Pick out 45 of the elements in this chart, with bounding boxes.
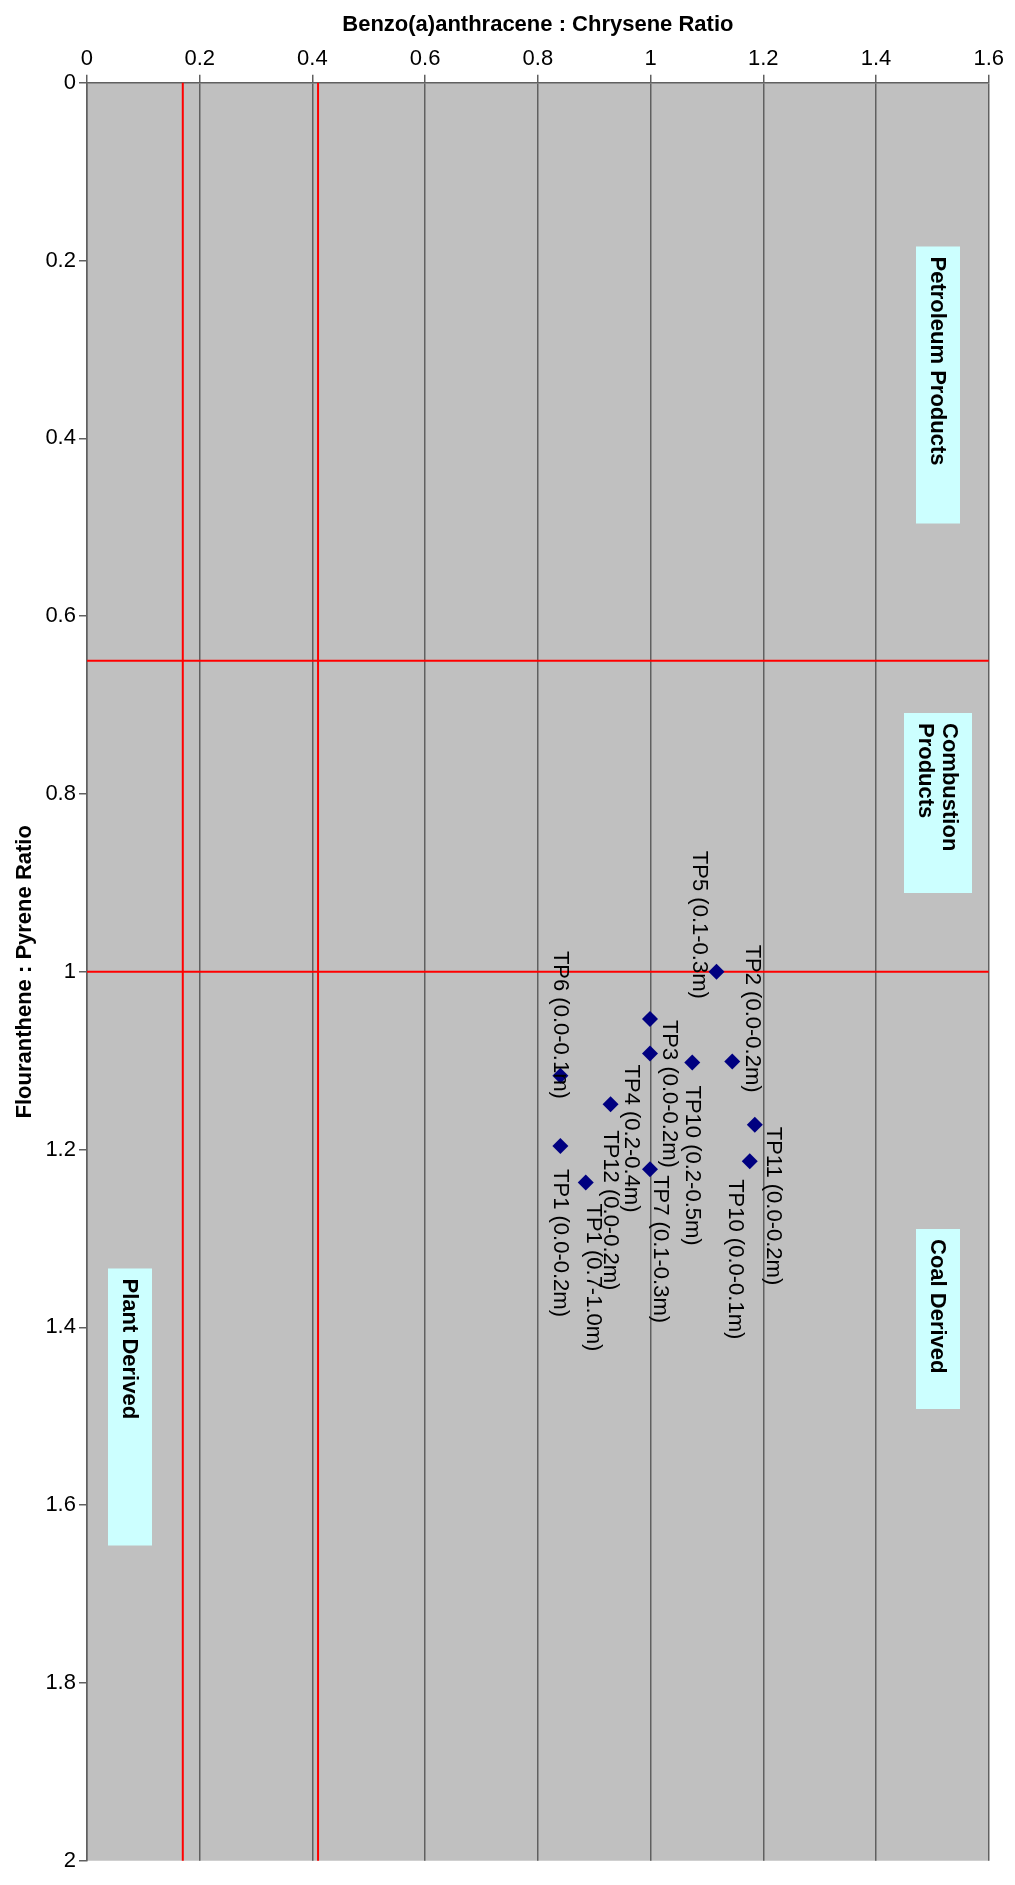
y-tick-label: 1.2 [45, 1135, 76, 1161]
y-axis-title: Flouranthene : Pyrene Ratio [11, 825, 37, 1119]
x-tick-label: 1.2 [747, 44, 779, 70]
x-tick-label: 0 [80, 44, 94, 70]
annotation: TP7 (0.1-0.3m) [648, 1175, 674, 1324]
point [741, 1153, 758, 1170]
x-tick-label: 0.8 [522, 44, 554, 70]
annotation: TP1 (0.0-0.2m) [549, 1169, 575, 1317]
annotation: TP10 (0.2-0.5m) [681, 1085, 707, 1246]
x-axis-title: Benzo(a)anthracene : Chrysene Ratio [342, 11, 734, 37]
annotation: TP6 (0.0-0.1m) [549, 950, 575, 1099]
point [684, 1054, 701, 1071]
text-box: Combustion Products [904, 712, 972, 893]
point [642, 1045, 658, 1062]
point [577, 1174, 594, 1191]
x-tick-label: 1.6 [973, 44, 1005, 70]
point [552, 1138, 569, 1155]
y-tick-label: 1.4 [45, 1313, 76, 1339]
point [708, 963, 725, 980]
point [746, 1116, 763, 1133]
y-tick-label: 1 [63, 957, 76, 983]
text-box: Coal Derived [916, 1228, 960, 1409]
y-tick-label: 0.2 [45, 246, 76, 272]
annotation: TP5 (0.1-0.3m) [688, 850, 714, 999]
text-box: Plant Derived [108, 1268, 153, 1546]
y-tick-label: 0.8 [45, 780, 76, 806]
y-tick-label: 2 [63, 1846, 76, 1872]
annotation: TP4 (0.2-0.4m) [619, 1064, 645, 1213]
annotation: TP10 (0.0-0.1m) [723, 1179, 749, 1340]
annotation: TP2 (0.0-0.2m) [741, 944, 767, 1093]
point [724, 1053, 741, 1070]
x-tick-label: 1.4 [860, 44, 892, 70]
x-tick-label: 0.6 [409, 44, 441, 70]
y-tick-label: 0.4 [45, 424, 76, 450]
x-tick-label: 0.2 [184, 44, 215, 70]
point [602, 1096, 619, 1113]
x-tick-label: 0.4 [297, 44, 328, 70]
x-tick-label: 1 [644, 44, 657, 70]
y-tick-label: 1.8 [45, 1669, 76, 1695]
annotation: TP11 (0.0-0.2m) [761, 1126, 787, 1286]
text-box: Petroleum Products [916, 246, 960, 524]
point [642, 1010, 658, 1027]
y-tick-label: 1.6 [45, 1491, 76, 1517]
y-tick-label: 0.6 [45, 602, 76, 628]
y-tick-label: 0 [63, 68, 76, 94]
